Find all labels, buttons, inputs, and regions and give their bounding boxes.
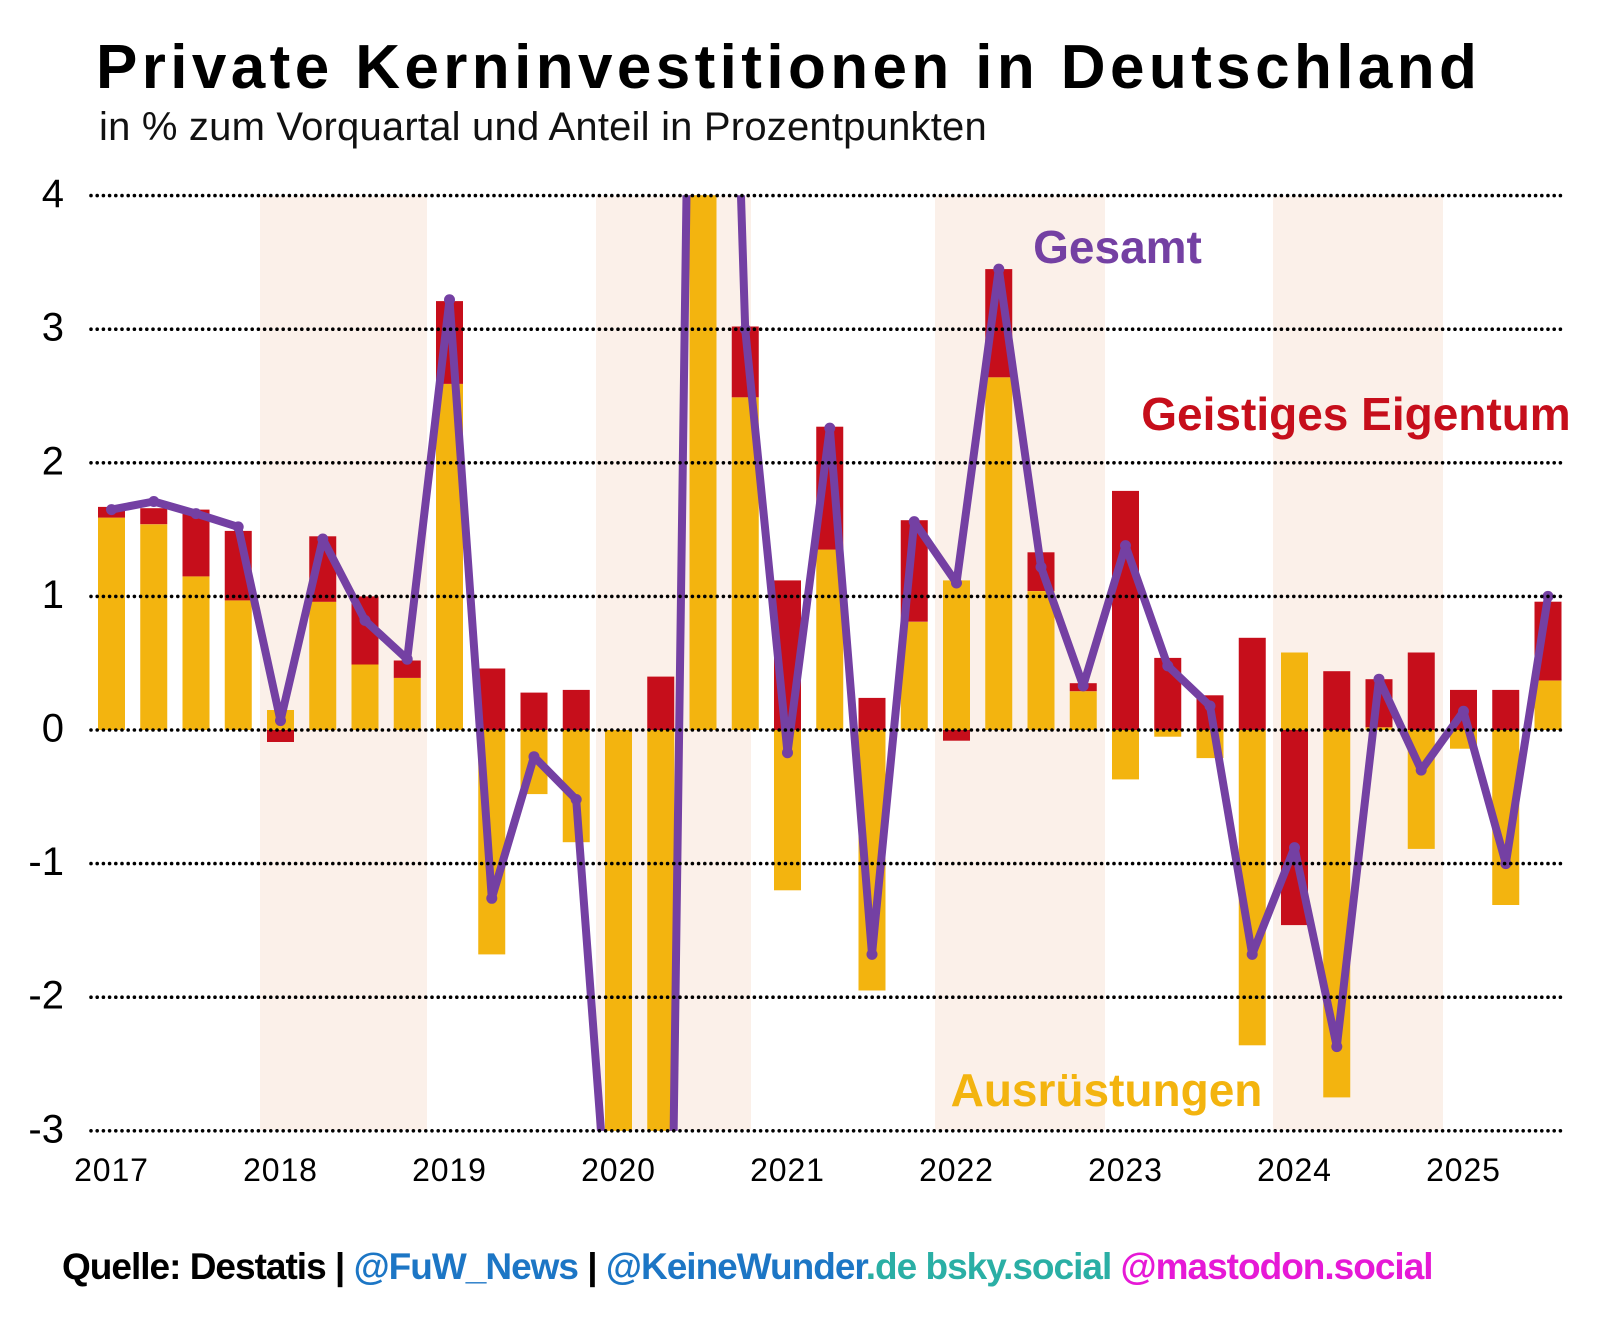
- svg-text:0: 0: [42, 707, 64, 751]
- svg-text:3: 3: [42, 306, 64, 350]
- svg-text:2017: 2017: [74, 1152, 149, 1188]
- svg-text:2025: 2025: [1426, 1152, 1501, 1188]
- svg-text:Geistiges Eigentum: Geistiges Eigentum: [1141, 388, 1570, 440]
- svg-text:in % zum Vorquartal und Anteil: in % zum Vorquartal und Anteil in Prozen…: [99, 105, 987, 149]
- svg-text:2018: 2018: [243, 1152, 318, 1188]
- svg-text:2022: 2022: [919, 1152, 994, 1188]
- svg-text:2021: 2021: [750, 1152, 825, 1188]
- svg-text:2024: 2024: [1257, 1152, 1332, 1188]
- svg-text:Quelle: Destatis | @FuW_News |: Quelle: Destatis | @FuW_News | @KeineWun…: [62, 1246, 1433, 1288]
- svg-text:-3: -3: [28, 1107, 64, 1151]
- svg-text:2: 2: [42, 439, 64, 483]
- svg-text:2020: 2020: [581, 1152, 656, 1188]
- svg-text:2019: 2019: [412, 1152, 487, 1188]
- svg-text:2023: 2023: [1088, 1152, 1163, 1188]
- svg-text:-2: -2: [28, 974, 64, 1018]
- svg-text:Gesamt: Gesamt: [1033, 221, 1202, 273]
- svg-text:Private Kerninvestitionen in D: Private Kerninvestitionen in Deutschland: [96, 33, 1481, 102]
- svg-text:-1: -1: [28, 840, 64, 884]
- svg-text:1: 1: [42, 573, 64, 617]
- svg-text:Ausrüstungen: Ausrüstungen: [951, 1064, 1263, 1116]
- svg-text:4: 4: [42, 172, 64, 216]
